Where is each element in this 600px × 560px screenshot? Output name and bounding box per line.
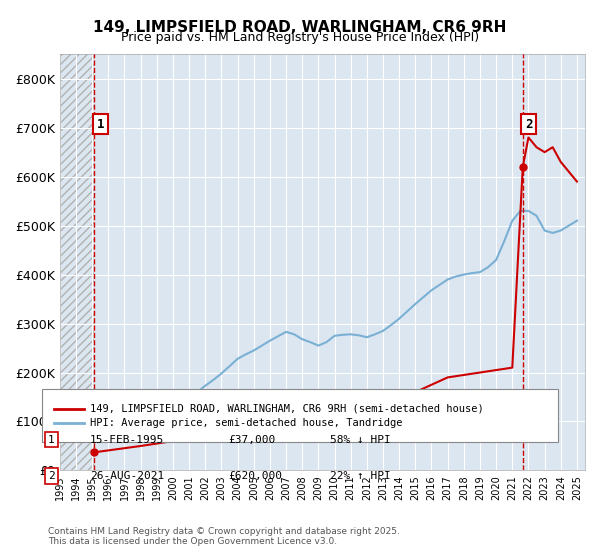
Text: 2: 2 [525,118,533,130]
Text: 15-FEB-1995: 15-FEB-1995 [90,435,164,445]
Text: £620,000: £620,000 [228,471,282,481]
Text: 22% ↑ HPI: 22% ↑ HPI [330,471,391,481]
Text: 58% ↓ HPI: 58% ↓ HPI [330,435,391,445]
Text: Contains HM Land Registry data © Crown copyright and database right 2025.
This d: Contains HM Land Registry data © Crown c… [48,526,400,546]
Text: 149, LIMPSFIELD ROAD, WARLINGHAM, CR6 9RH (semi-detached house): 149, LIMPSFIELD ROAD, WARLINGHAM, CR6 9R… [90,404,484,414]
Text: 1: 1 [97,118,104,130]
Text: 26-AUG-2021: 26-AUG-2021 [90,471,164,481]
Text: Price paid vs. HM Land Registry's House Price Index (HPI): Price paid vs. HM Land Registry's House … [121,31,479,44]
Text: HPI: Average price, semi-detached house, Tandridge: HPI: Average price, semi-detached house,… [90,418,403,428]
Text: £37,000: £37,000 [228,435,275,445]
Text: 2: 2 [48,471,55,481]
Text: 1: 1 [48,435,55,445]
Text: 149, LIMPSFIELD ROAD, WARLINGHAM, CR6 9RH: 149, LIMPSFIELD ROAD, WARLINGHAM, CR6 9R… [94,20,506,35]
